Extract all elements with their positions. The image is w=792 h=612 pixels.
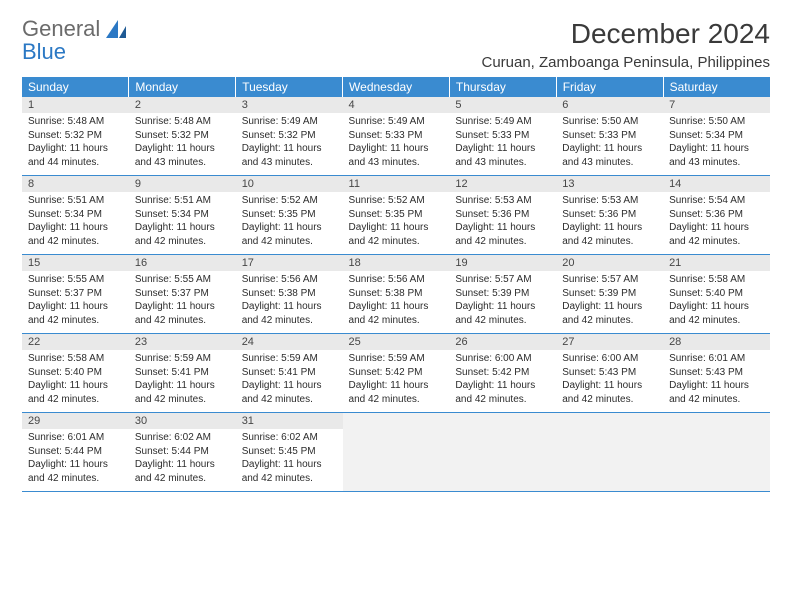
day-number-cell: 31 — [236, 413, 343, 430]
day-number-cell — [663, 413, 770, 430]
day-info-cell: Sunrise: 5:59 AMSunset: 5:41 PMDaylight:… — [129, 350, 236, 413]
logo-text-block: General Blue — [22, 18, 100, 64]
location-subtitle: Curuan, Zamboanga Peninsula, Philippines — [481, 54, 770, 71]
day-number-cell: 9 — [129, 176, 236, 193]
day-info-cell: Sunrise: 5:55 AMSunset: 5:37 PMDaylight:… — [22, 271, 129, 334]
day-number-cell — [556, 413, 663, 430]
day-number-cell — [449, 413, 556, 430]
day-number-cell: 16 — [129, 255, 236, 272]
day-info-cell — [343, 429, 450, 492]
day-info-cell: Sunrise: 5:49 AMSunset: 5:32 PMDaylight:… — [236, 113, 343, 176]
day-number-cell: 1 — [22, 97, 129, 113]
brand-logo: General Blue — [22, 18, 130, 64]
title-block: December 2024 Curuan, Zamboanga Peninsul… — [481, 18, 770, 71]
day-number-cell: 27 — [556, 334, 663, 351]
day-info-cell: Sunrise: 5:54 AMSunset: 5:36 PMDaylight:… — [663, 192, 770, 255]
day-number-cell: 29 — [22, 413, 129, 430]
day-info-cell: Sunrise: 5:48 AMSunset: 5:32 PMDaylight:… — [22, 113, 129, 176]
page-header: General Blue December 2024 Curuan, Zambo… — [22, 18, 770, 71]
calendar-header-row: SundayMondayTuesdayWednesdayThursdayFrid… — [22, 77, 770, 97]
day-number-cell: 10 — [236, 176, 343, 193]
day-number-cell: 11 — [343, 176, 450, 193]
day-info-cell: Sunrise: 5:51 AMSunset: 5:34 PMDaylight:… — [129, 192, 236, 255]
day-number-cell: 8 — [22, 176, 129, 193]
day-number-cell: 18 — [343, 255, 450, 272]
day-number-cell: 25 — [343, 334, 450, 351]
day-number-cell: 22 — [22, 334, 129, 351]
day-info-cell: Sunrise: 6:01 AMSunset: 5:44 PMDaylight:… — [22, 429, 129, 492]
day-number-cell: 5 — [449, 97, 556, 113]
day-number-cell: 4 — [343, 97, 450, 113]
day-number-cell: 21 — [663, 255, 770, 272]
logo-word-general: General — [22, 16, 100, 41]
day-number-cell: 26 — [449, 334, 556, 351]
day-number-cell: 12 — [449, 176, 556, 193]
day-number-cell: 24 — [236, 334, 343, 351]
day-info-cell — [449, 429, 556, 492]
day-number-cell: 3 — [236, 97, 343, 113]
day-info-cell: Sunrise: 5:56 AMSunset: 5:38 PMDaylight:… — [236, 271, 343, 334]
day-info-cell: Sunrise: 6:00 AMSunset: 5:42 PMDaylight:… — [449, 350, 556, 413]
day-info-cell: Sunrise: 5:50 AMSunset: 5:33 PMDaylight:… — [556, 113, 663, 176]
weekday-header: Sunday — [22, 77, 129, 97]
day-number-cell: 13 — [556, 176, 663, 193]
weekday-header: Saturday — [663, 77, 770, 97]
day-info-cell: Sunrise: 5:49 AMSunset: 5:33 PMDaylight:… — [343, 113, 450, 176]
day-number-cell: 7 — [663, 97, 770, 113]
day-number-cell: 6 — [556, 97, 663, 113]
day-info-cell — [663, 429, 770, 492]
weekday-header: Tuesday — [236, 77, 343, 97]
day-info-cell: Sunrise: 5:56 AMSunset: 5:38 PMDaylight:… — [343, 271, 450, 334]
sail-icon — [104, 18, 130, 47]
day-info-cell: Sunrise: 5:58 AMSunset: 5:40 PMDaylight:… — [22, 350, 129, 413]
day-number-cell: 19 — [449, 255, 556, 272]
day-number-cell: 15 — [22, 255, 129, 272]
logo-word-blue: Blue — [22, 39, 66, 64]
day-number-cell: 2 — [129, 97, 236, 113]
day-info-cell: Sunrise: 5:55 AMSunset: 5:37 PMDaylight:… — [129, 271, 236, 334]
day-info-cell: Sunrise: 5:50 AMSunset: 5:34 PMDaylight:… — [663, 113, 770, 176]
calendar-table: SundayMondayTuesdayWednesdayThursdayFrid… — [22, 77, 770, 492]
day-info-cell: Sunrise: 5:58 AMSunset: 5:40 PMDaylight:… — [663, 271, 770, 334]
weekday-header: Friday — [556, 77, 663, 97]
day-info-cell: Sunrise: 5:57 AMSunset: 5:39 PMDaylight:… — [556, 271, 663, 334]
day-info-cell: Sunrise: 5:53 AMSunset: 5:36 PMDaylight:… — [556, 192, 663, 255]
day-number-cell: 17 — [236, 255, 343, 272]
day-info-cell: Sunrise: 6:02 AMSunset: 5:45 PMDaylight:… — [236, 429, 343, 492]
day-number-cell: 14 — [663, 176, 770, 193]
day-info-cell: Sunrise: 5:59 AMSunset: 5:41 PMDaylight:… — [236, 350, 343, 413]
day-info-cell: Sunrise: 6:02 AMSunset: 5:44 PMDaylight:… — [129, 429, 236, 492]
day-number-cell — [343, 413, 450, 430]
weekday-header: Thursday — [449, 77, 556, 97]
day-info-cell: Sunrise: 5:51 AMSunset: 5:34 PMDaylight:… — [22, 192, 129, 255]
month-title: December 2024 — [481, 18, 770, 50]
day-number-cell: 28 — [663, 334, 770, 351]
day-info-cell: Sunrise: 5:57 AMSunset: 5:39 PMDaylight:… — [449, 271, 556, 334]
day-number-cell: 23 — [129, 334, 236, 351]
day-info-cell: Sunrise: 5:53 AMSunset: 5:36 PMDaylight:… — [449, 192, 556, 255]
weekday-header: Wednesday — [343, 77, 450, 97]
day-info-cell: Sunrise: 5:59 AMSunset: 5:42 PMDaylight:… — [343, 350, 450, 413]
day-number-cell: 20 — [556, 255, 663, 272]
day-info-cell: Sunrise: 5:52 AMSunset: 5:35 PMDaylight:… — [343, 192, 450, 255]
day-info-cell: Sunrise: 5:49 AMSunset: 5:33 PMDaylight:… — [449, 113, 556, 176]
day-info-cell: Sunrise: 6:00 AMSunset: 5:43 PMDaylight:… — [556, 350, 663, 413]
weekday-header: Monday — [129, 77, 236, 97]
day-info-cell: Sunrise: 6:01 AMSunset: 5:43 PMDaylight:… — [663, 350, 770, 413]
day-info-cell — [556, 429, 663, 492]
day-info-cell: Sunrise: 5:52 AMSunset: 5:35 PMDaylight:… — [236, 192, 343, 255]
day-number-cell: 30 — [129, 413, 236, 430]
day-info-cell: Sunrise: 5:48 AMSunset: 5:32 PMDaylight:… — [129, 113, 236, 176]
